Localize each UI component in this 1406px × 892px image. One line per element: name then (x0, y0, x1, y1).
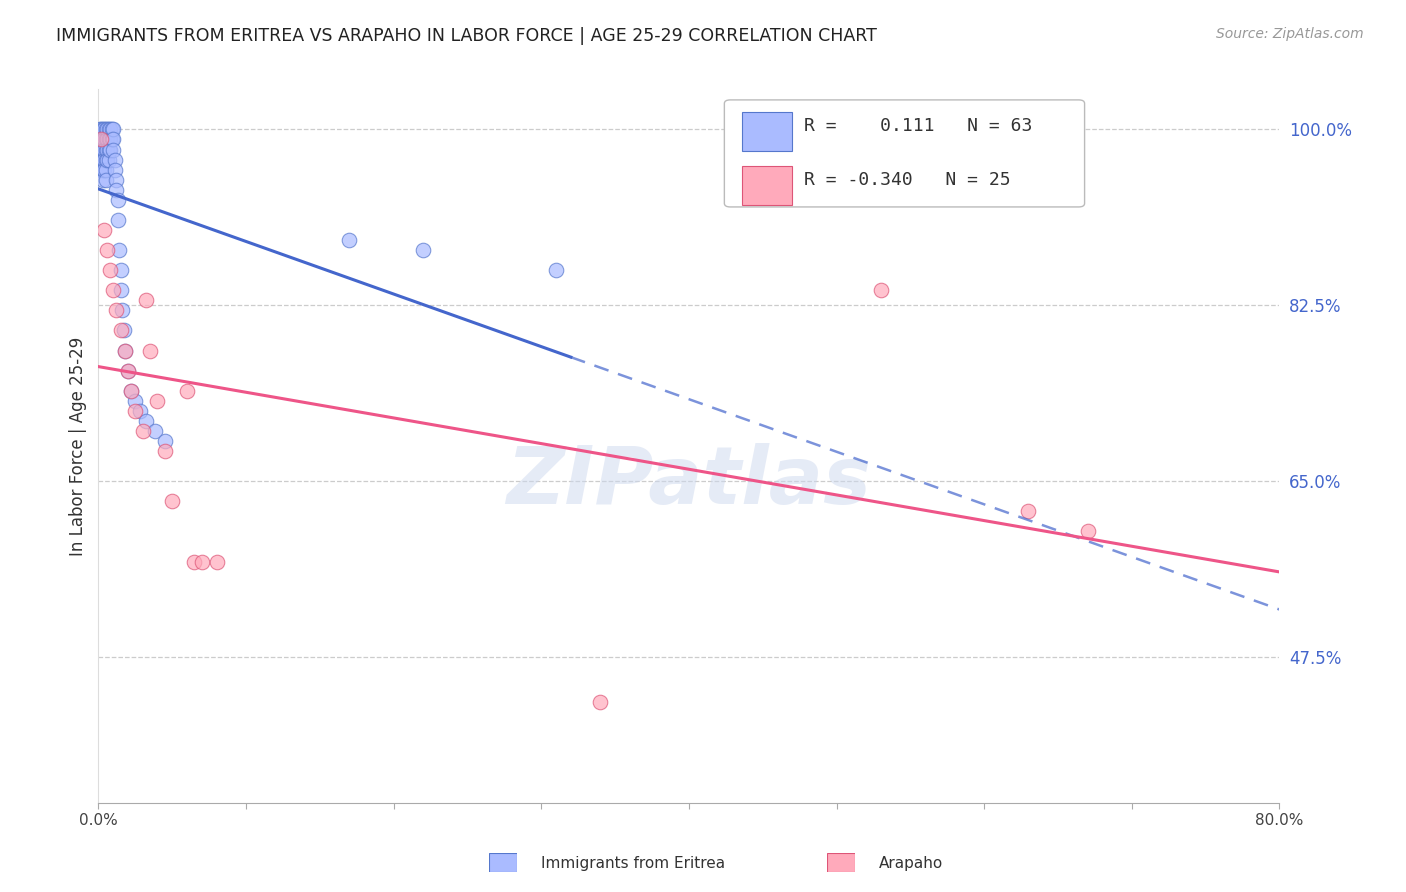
Point (90, 143, 112, 157)
Point (96, 132, 118, 146)
Point (191, 555, 214, 569)
Point (100, 122, 122, 136)
Point (91, 132, 114, 146)
Point (94, 143, 117, 157)
Point (108, 243, 131, 257)
Point (89, 143, 111, 157)
Point (98, 263, 121, 277)
Point (1017, 504, 1039, 518)
Point (100, 132, 122, 146)
Point (93, 162, 115, 177)
Y-axis label: In Labor Force | Age 25-29: In Labor Force | Age 25-29 (69, 336, 87, 556)
Point (139, 343, 162, 358)
Point (97, 122, 120, 136)
Point (98, 143, 121, 157)
Point (589, 695, 612, 709)
Point (135, 293, 157, 308)
Point (91, 143, 114, 157)
Point (90, 122, 112, 136)
Point (90, 132, 112, 146)
Text: Immigrants from Eritrea: Immigrants from Eritrea (541, 856, 725, 871)
Point (132, 424, 155, 438)
Point (94, 172, 117, 186)
Point (94, 122, 117, 136)
Point (124, 393, 146, 408)
Point (97, 153, 120, 167)
Point (110, 323, 132, 337)
Point (91, 122, 114, 136)
Point (104, 162, 127, 177)
Point (103, 283, 125, 297)
Point (89, 132, 111, 146)
Point (91, 153, 114, 167)
Point (96, 153, 118, 167)
Point (90, 153, 112, 167)
Point (111, 303, 134, 318)
Point (93, 132, 115, 146)
Point (96, 122, 118, 136)
Point (103, 132, 125, 146)
Point (98, 132, 121, 146)
Point (103, 122, 125, 136)
Point (869, 283, 891, 297)
Bar (742, 112, 792, 151)
Point (162, 494, 183, 508)
Point (120, 384, 142, 398)
Point (112, 323, 135, 337)
Point (96, 243, 118, 257)
Point (412, 243, 434, 257)
Text: Source: ZipAtlas.com: Source: ZipAtlas.com (1216, 27, 1364, 41)
Point (94, 132, 117, 146)
Point (90, 132, 112, 146)
Text: IMMIGRANTS FROM ERITREA VS ARAPAHO IN LABOR FORCE | AGE 25-29 CORRELATION CHART: IMMIGRANTS FROM ERITREA VS ARAPAHO IN LA… (56, 27, 877, 45)
Point (93, 223, 115, 237)
Point (176, 384, 198, 398)
Point (110, 283, 132, 297)
Point (103, 143, 125, 157)
Point (153, 444, 176, 458)
Point (120, 384, 142, 398)
Point (124, 404, 146, 418)
Point (91, 162, 114, 177)
Point (153, 434, 176, 448)
Point (128, 404, 150, 418)
Point (107, 193, 129, 207)
Point (105, 172, 128, 186)
Point (205, 555, 228, 569)
Bar (742, 166, 792, 205)
Point (105, 303, 128, 318)
Point (94, 162, 117, 177)
Point (143, 424, 166, 438)
Point (1077, 524, 1099, 539)
Point (146, 393, 169, 408)
Point (117, 363, 139, 377)
Point (546, 263, 568, 277)
Point (114, 343, 136, 358)
Point (96, 143, 118, 157)
Point (98, 122, 121, 136)
Text: ZIPatlas: ZIPatlas (506, 442, 872, 521)
FancyBboxPatch shape (724, 100, 1084, 207)
Point (93, 153, 115, 167)
Text: R =    0.111   N = 63: R = 0.111 N = 63 (803, 117, 1032, 135)
Point (89, 122, 111, 136)
Point (93, 143, 115, 157)
Point (135, 414, 157, 428)
Point (339, 233, 360, 247)
Text: R = -0.340   N = 25: R = -0.340 N = 25 (803, 170, 1010, 189)
Point (183, 555, 205, 569)
Point (93, 122, 115, 136)
Point (105, 183, 128, 197)
Point (97, 143, 120, 157)
Point (97, 132, 120, 146)
Point (107, 212, 129, 227)
Point (110, 263, 132, 277)
Point (94, 153, 117, 167)
Point (104, 153, 127, 167)
Point (91, 172, 114, 186)
Point (117, 363, 139, 377)
Text: Arapaho: Arapaho (879, 856, 943, 871)
Point (90, 162, 112, 177)
Point (114, 343, 136, 358)
